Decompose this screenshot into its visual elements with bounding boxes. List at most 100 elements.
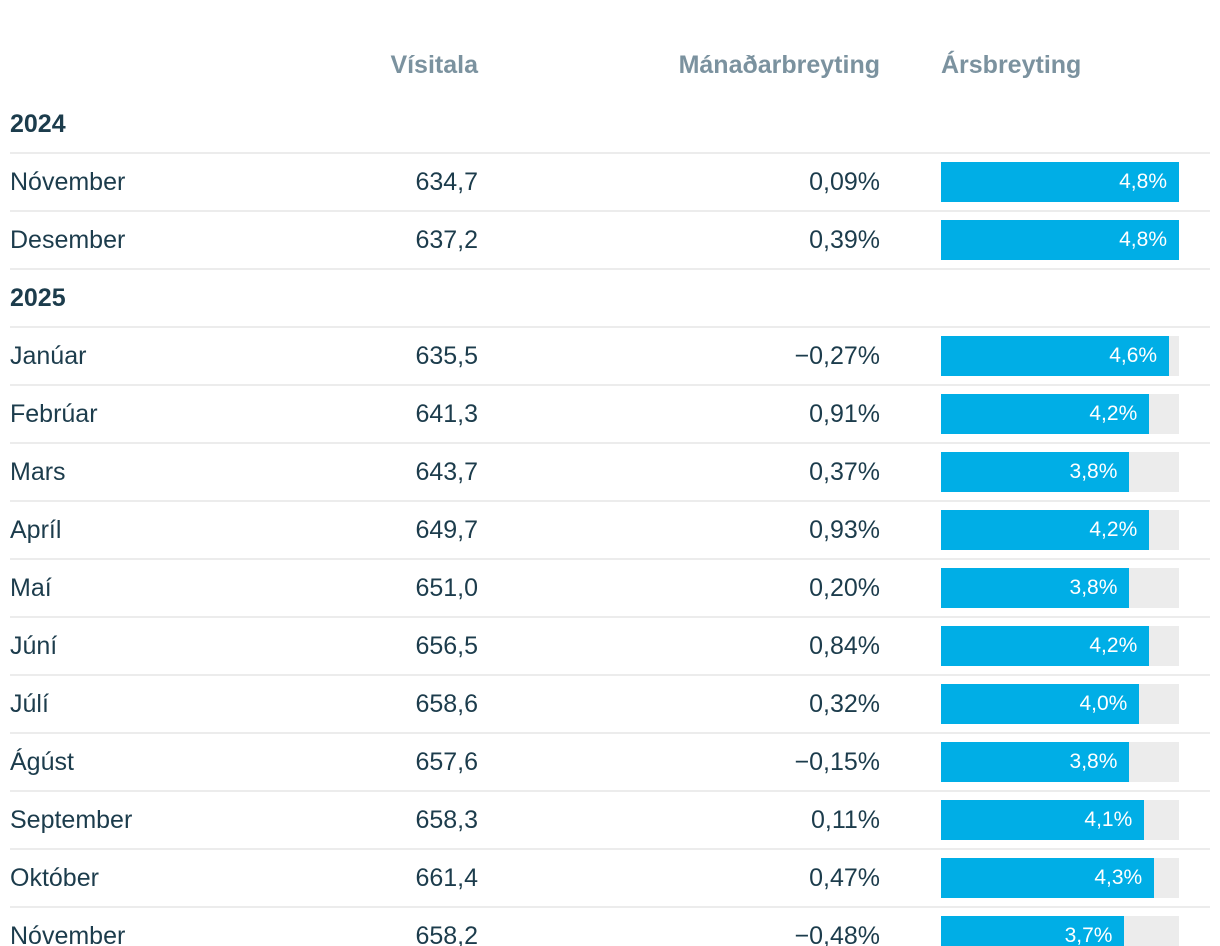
- annual-change-bar-track: 3,8%: [941, 568, 1179, 608]
- month-label: Febrúar: [10, 399, 98, 428]
- monthly-change-value: 0,09%: [809, 167, 880, 196]
- table-row: Nóvember 658,2 −0,48% 3,7%: [10, 908, 1210, 946]
- month-label: Mars: [10, 457, 66, 486]
- annual-change-value: 4,2%: [1089, 634, 1138, 657]
- annual-change-bar: 4,1%: [941, 800, 1145, 840]
- table-row: Október 661,4 0,47% 4,3%: [10, 850, 1210, 908]
- visitala-value: 651,0: [415, 573, 478, 602]
- monthly-change-value: 0,39%: [809, 225, 880, 254]
- month-label: Apríl: [10, 515, 62, 544]
- annual-change-value: 3,8%: [1069, 576, 1118, 599]
- annual-change-bar: 4,3%: [941, 858, 1155, 898]
- annual-change-bar: 4,8%: [941, 162, 1179, 202]
- monthly-change-value: 0,84%: [809, 631, 880, 660]
- monthly-change-value: 0,91%: [809, 399, 880, 428]
- annual-change-bar: 4,2%: [941, 626, 1150, 666]
- table-header-row: Vísitala Mánaðarbreyting Ársbreyting: [10, 0, 1210, 96]
- table-row: Febrúar 641,3 0,91% 4,2%: [10, 386, 1210, 444]
- annual-change-bar-track: 3,7%: [941, 916, 1179, 946]
- visitala-value: 658,2: [415, 921, 478, 946]
- annual-change-bar-track: 3,8%: [941, 452, 1179, 492]
- annual-change-value: 3,8%: [1069, 460, 1118, 483]
- table-row: September 658,3 0,11% 4,1%: [10, 792, 1210, 850]
- visitala-value: 658,3: [415, 805, 478, 834]
- visitala-value: 661,4: [415, 863, 478, 892]
- month-label: September: [10, 805, 133, 834]
- year-label: 2025: [10, 283, 66, 312]
- annual-change-bar-track: 4,2%: [941, 510, 1179, 550]
- annual-change-bar: 4,0%: [941, 684, 1140, 724]
- monthly-change-value: 0,32%: [809, 689, 880, 718]
- annual-change-value: 4,0%: [1079, 692, 1128, 715]
- monthly-change-value: −0,48%: [794, 921, 881, 946]
- table-row: Nóvember 634,7 0,09% 4,8%: [10, 154, 1210, 212]
- visitala-value: 649,7: [415, 515, 478, 544]
- month-label: Nóvember: [10, 167, 126, 196]
- year-row: 2024: [10, 96, 1210, 154]
- table-row: Mars 643,7 0,37% 3,8%: [10, 444, 1210, 502]
- month-label: Nóvember: [10, 921, 126, 946]
- month-label: Júlí: [10, 689, 49, 718]
- monthly-change-value: 0,93%: [809, 515, 880, 544]
- annual-change-bar: 3,8%: [941, 452, 1130, 492]
- month-label: Júní: [10, 631, 58, 660]
- year-row: 2025: [10, 270, 1210, 328]
- annual-change-bar: 3,8%: [941, 742, 1130, 782]
- table-row: Júní 656,5 0,84% 4,2%: [10, 618, 1210, 676]
- table-row: Ágúst 657,6 −0,15% 3,8%: [10, 734, 1210, 792]
- annual-change-value: 4,6%: [1109, 344, 1158, 367]
- visitala-value: 641,3: [415, 399, 478, 428]
- annual-change-value: 4,2%: [1089, 402, 1138, 425]
- annual-change-bar-track: 4,8%: [941, 220, 1179, 260]
- annual-change-bar: 3,7%: [941, 916, 1125, 946]
- annual-change-bar-track: 4,2%: [941, 626, 1179, 666]
- annual-change-bar-track: 4,6%: [941, 336, 1179, 376]
- annual-change-bar: 3,8%: [941, 568, 1130, 608]
- month-label: Maí: [10, 573, 52, 602]
- monthly-change-value: −0,15%: [794, 747, 881, 776]
- column-header-visitala: Vísitala: [390, 50, 478, 79]
- annual-change-value: 3,7%: [1064, 924, 1113, 946]
- annual-change-value: 4,3%: [1094, 866, 1143, 889]
- month-label: Ágúst: [10, 747, 74, 776]
- month-label: Janúar: [10, 341, 87, 370]
- monthly-change-value: −0,27%: [794, 341, 881, 370]
- annual-change-bar: 4,2%: [941, 394, 1150, 434]
- annual-change-bar-track: 4,2%: [941, 394, 1179, 434]
- table-row: Maí 651,0 0,20% 3,8%: [10, 560, 1210, 618]
- table-row: Janúar 635,5 −0,27% 4,6%: [10, 328, 1210, 386]
- visitala-value: 643,7: [415, 457, 478, 486]
- annual-change-bar-track: 4,3%: [941, 858, 1179, 898]
- annual-change-bar: 4,2%: [941, 510, 1150, 550]
- month-label: Desember: [10, 225, 126, 254]
- annual-change-value: 4,2%: [1089, 518, 1138, 541]
- annual-change-value: 4,8%: [1119, 228, 1167, 251]
- table-row: Júlí 658,6 0,32% 4,0%: [10, 676, 1210, 734]
- annual-change-value: 4,8%: [1119, 170, 1167, 193]
- year-label: 2024: [10, 109, 66, 138]
- table-body: 2024 Nóvember 634,7 0,09% 4,8% Desember …: [10, 96, 1210, 946]
- annual-change-bar-track: 4,1%: [941, 800, 1179, 840]
- table-row: Desember 637,2 0,39% 4,8%: [10, 212, 1210, 270]
- monthly-change-value: 0,20%: [809, 573, 880, 602]
- monthly-change-value: 0,11%: [810, 805, 880, 834]
- annual-change-value: 3,8%: [1069, 750, 1118, 773]
- visitala-value: 634,7: [415, 167, 478, 196]
- annual-change-bar-track: 4,0%: [941, 684, 1179, 724]
- annual-change-bar: 4,8%: [941, 220, 1179, 260]
- table-row: Apríl 649,7 0,93% 4,2%: [10, 502, 1210, 560]
- visitala-value: 657,6: [415, 747, 478, 776]
- annual-change-bar-track: 3,8%: [941, 742, 1179, 782]
- annual-change-bar: 4,6%: [941, 336, 1170, 376]
- visitala-value: 635,5: [415, 341, 478, 370]
- monthly-change-value: 0,37%: [809, 457, 880, 486]
- column-header-arsbreyting: Ársbreyting: [941, 50, 1082, 79]
- visitala-value: 658,6: [415, 689, 478, 718]
- monthly-change-value: 0,47%: [809, 863, 880, 892]
- visitala-value: 656,5: [415, 631, 478, 660]
- visitala-value: 637,2: [415, 225, 478, 254]
- month-label: Október: [10, 863, 99, 892]
- annual-change-value: 4,1%: [1084, 808, 1133, 831]
- column-header-manadarbreyting: Mánaðarbreyting: [678, 50, 880, 79]
